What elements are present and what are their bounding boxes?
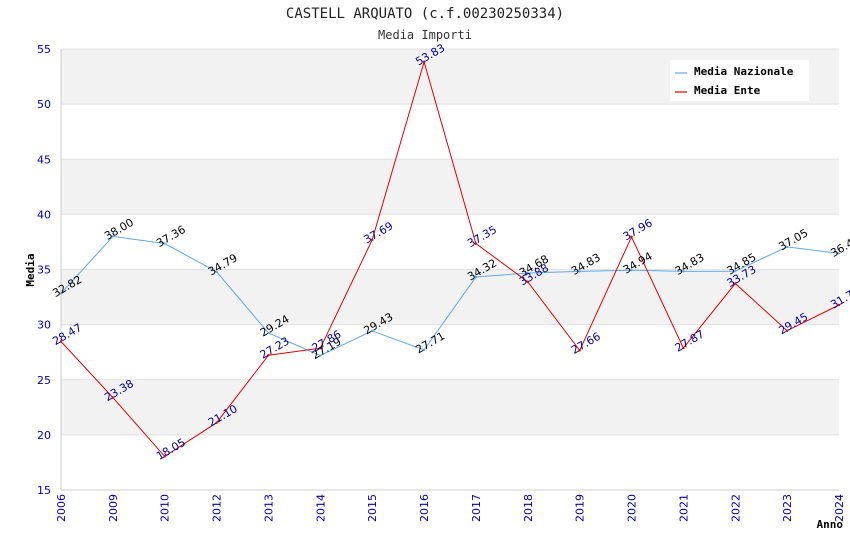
y-tick-label: 45 xyxy=(37,153,51,166)
data-point xyxy=(422,348,426,352)
data-point xyxy=(630,268,633,272)
x-tick-label: 2012 xyxy=(211,494,224,522)
x-tick-label: 2013 xyxy=(262,494,275,522)
y-tick-label: 15 xyxy=(37,484,51,497)
x-tick-label: 2017 xyxy=(470,494,483,522)
data-point xyxy=(163,242,166,245)
x-tick-labels: 2006 2009 2010 2012 2013 2014 2015 2016 2017 2018… xyxy=(55,494,846,522)
data-point xyxy=(578,349,581,352)
legend-label-nazionale: Media Nazionale xyxy=(694,65,794,78)
y-tick-label: 30 xyxy=(37,319,51,332)
data-point xyxy=(734,269,737,273)
series-line-ente xyxy=(60,60,840,458)
data-point xyxy=(59,340,63,343)
data-point xyxy=(734,282,737,285)
x-tick-label: 2018 xyxy=(522,494,535,522)
legend-box xyxy=(670,60,809,101)
data-point xyxy=(785,329,789,332)
chart-title: CASTELL ARQUATO (c.f.00230250334) xyxy=(286,6,564,22)
band-25-30 xyxy=(61,324,839,380)
x-axis-label: Anno xyxy=(817,518,844,531)
data-point xyxy=(319,347,322,350)
y-tick-label: 35 xyxy=(37,264,51,277)
legend: Media Nazionale Media Ente xyxy=(670,60,809,101)
x-tick-label: 2014 xyxy=(314,494,327,522)
data-point xyxy=(215,421,218,424)
data-point xyxy=(474,242,478,245)
data-point xyxy=(837,252,841,255)
legend-label-ente: Media Ente xyxy=(694,84,761,97)
data-point xyxy=(785,245,789,249)
x-tick-label: 2016 xyxy=(418,494,431,522)
y-tick-label: 55 xyxy=(37,43,51,56)
y-axis-label: Media xyxy=(24,253,37,286)
data-point xyxy=(267,353,270,357)
band-45-50 xyxy=(61,104,839,160)
data-point xyxy=(474,275,478,279)
band-40-45 xyxy=(61,159,839,215)
data-point xyxy=(215,270,218,274)
data-point xyxy=(526,280,529,284)
x-tick-label: 2022 xyxy=(729,494,742,522)
data-point xyxy=(682,270,685,273)
data-point xyxy=(163,455,166,458)
data-point xyxy=(111,396,115,399)
data-point xyxy=(682,346,685,350)
background-bands xyxy=(61,49,839,490)
data-point xyxy=(837,303,841,307)
y-tick-labels: 15 20 25 30 35 40 45 50 55 xyxy=(37,43,51,497)
y-tick-label: 40 xyxy=(37,208,51,221)
x-tick-label: 2020 xyxy=(626,494,639,522)
data-point xyxy=(319,354,322,357)
band-35-40 xyxy=(61,214,839,270)
x-tick-label: 2021 xyxy=(677,494,690,522)
data-point xyxy=(371,329,374,333)
series-line-nazionale xyxy=(60,235,840,357)
data-point xyxy=(422,60,426,64)
x-tick-label: 2024 xyxy=(833,494,846,522)
data-point xyxy=(630,235,633,239)
axes xyxy=(60,49,839,491)
x-tick-label: 2006 xyxy=(55,494,68,522)
x-tick-label: 2019 xyxy=(574,494,587,522)
x-tick-label: 2023 xyxy=(781,494,794,522)
band-15-20 xyxy=(61,434,839,490)
band-20-25 xyxy=(61,379,839,435)
data-point xyxy=(59,292,63,295)
data-point xyxy=(111,235,115,238)
band-30-35 xyxy=(61,269,839,325)
x-tick-label: 2009 xyxy=(107,494,120,522)
y-tick-label: 20 xyxy=(37,429,51,442)
series-lines xyxy=(59,60,841,458)
y-tick-label: 25 xyxy=(37,374,51,387)
x-tick-label: 2010 xyxy=(159,494,172,522)
data-point xyxy=(578,270,581,273)
x-tick-label: 2015 xyxy=(366,494,379,522)
y-tick-label: 50 xyxy=(37,98,51,111)
data-point xyxy=(267,331,270,335)
data-point xyxy=(526,271,529,275)
data-point xyxy=(371,238,374,242)
chart-subtitle: Media Importi xyxy=(378,28,472,42)
